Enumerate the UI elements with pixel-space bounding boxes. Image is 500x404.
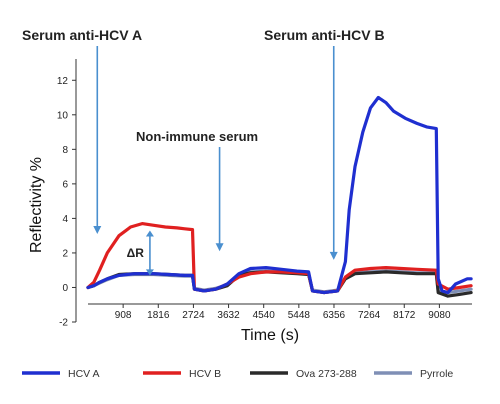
delta-r-arrow: ΔR [127,230,154,276]
y-tick-label: 8 [62,145,68,156]
legend-label: Ova 273-288 [296,368,357,380]
arrow-serum-a [93,46,102,234]
legend-label: HCV B [189,368,221,380]
arrow-non-immune [215,147,224,252]
x-tick-label: 3632 [217,310,240,321]
annotation-serum-a: Serum anti-HCV A [22,27,142,43]
legend-label: HCV A [68,368,100,380]
plot-area: -2 0 2 4 6 8 10 12 908 1816 2724 3632 4540 5448 6356 72… [57,46,473,329]
x-tick-label: 2724 [182,310,205,321]
series-line-hcv-a [86,95,473,295]
arrow-head [93,225,102,234]
arrow-head [329,251,338,260]
delta-r-label: ΔR [127,246,145,260]
legend-item-hcv-a: HCV A [22,368,100,380]
legend: HCV A HCV B Ova 273-288 Pyrrole [22,368,453,380]
y-tick-label: 6 [62,179,68,190]
series-line-hcv-b [86,222,473,295]
legend-item-pyrrole: Pyrrole [374,368,453,380]
x-tick-label: 5448 [288,310,311,321]
x-axis-label: Time (s) [241,327,299,344]
x-tick-label: 9080 [428,310,451,321]
y-tick-label: 12 [57,76,69,87]
y-tick-label: 4 [62,214,68,225]
legend-item-hcv-b: HCV B [143,368,221,380]
y-tick-label: -2 [59,318,68,329]
x-tick-label: 8172 [393,310,416,321]
legend-label: Pyrrole [420,368,453,380]
legend-item-ova-273-288: Ova 273-288 [250,368,357,380]
annotation-non-immune: Non-immune serum [136,129,258,144]
y-axis-label: Reflectivity % [28,157,45,253]
x-tick-label: 1816 [147,310,170,321]
x-tick-label: 4540 [253,310,276,321]
x-tick-label: 7264 [358,310,381,321]
x-tick-label: 6356 [323,310,346,321]
arrow-head [215,243,224,252]
annotation-serum-b: Serum anti-HCV B [264,27,385,43]
y-tick-label: 10 [57,110,69,121]
y-tick-label: 0 [62,283,68,294]
arrow-serum-b [329,46,338,260]
delta-r-head-top [145,230,154,237]
y-tick-label: 2 [62,248,68,259]
delta-r-head-bottom [145,269,154,276]
x-tick-label: 908 [115,310,132,321]
